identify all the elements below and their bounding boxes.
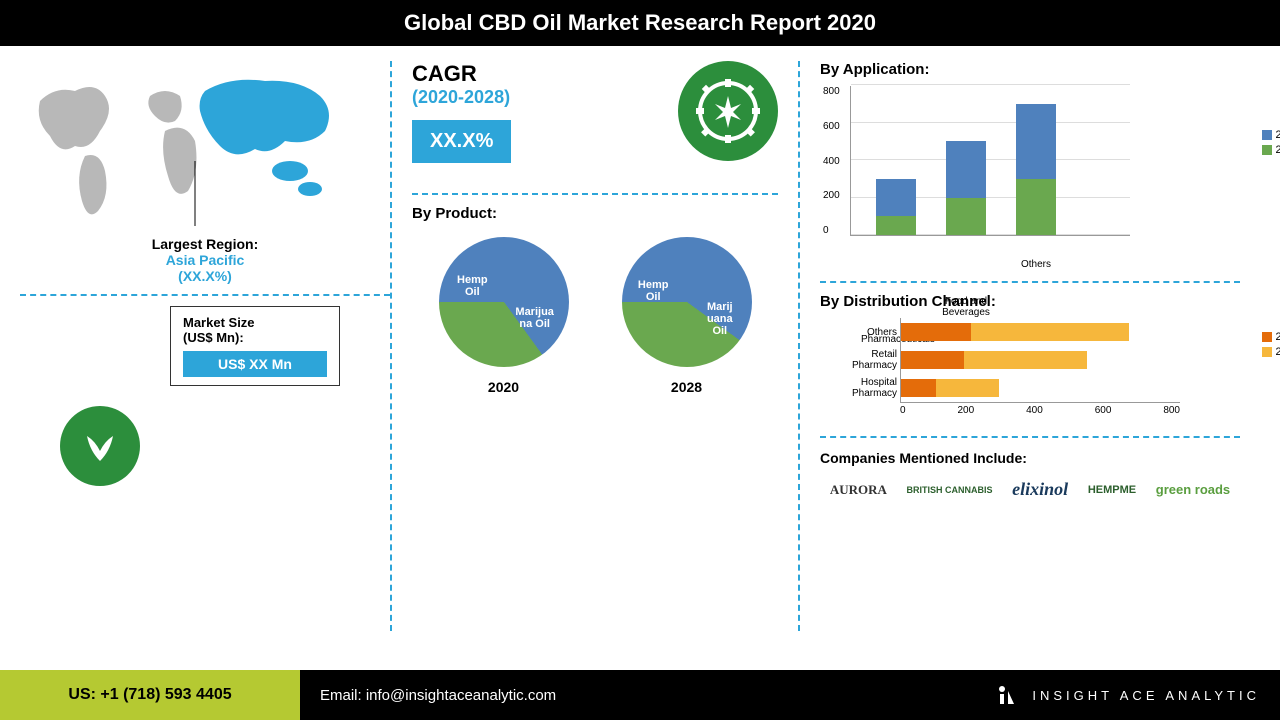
region-name: Asia Pacific: [20, 252, 390, 268]
pie-2028: MarijuanaOilHempOil: [622, 237, 752, 367]
company-logo: AURORA: [830, 482, 887, 498]
region-label: Largest Region:: [20, 236, 390, 252]
cbd-gear-icon: [678, 61, 778, 161]
report-header: Global CBD Oil Market Research Report 20…: [0, 0, 1280, 46]
market-size-box: Market Size(US$ Mn): US$ XX Mn: [170, 306, 340, 386]
region-share: (XX.X%): [20, 268, 390, 284]
footer-email: Email: info@insightaceanalytic.com: [320, 687, 556, 704]
cagr-title: CAGR: [412, 61, 511, 87]
company-logo: green roads: [1156, 482, 1230, 497]
companies-title: Companies Mentioned Include:: [820, 450, 1240, 466]
market-size-label: Market Size(US$ Mn):: [183, 315, 327, 345]
brand-name: INSIGHT ACE ANALYTIC: [996, 683, 1260, 707]
cagr-block: CAGR (2020-2028) XX.X%: [412, 61, 511, 163]
center-column: CAGR (2020-2028) XX.X% By Product: Marij…: [390, 61, 800, 631]
right-column: By Application: 0200400600800 Pharmaceut…: [800, 61, 1240, 631]
footer: US: +1 (718) 593 4405 Email: info@insigh…: [0, 670, 1280, 720]
by-distribution-title: By Distribution Channel:: [820, 293, 1240, 310]
leaf-icon: [60, 406, 140, 486]
application-chart: 0200400600800 PharmaceuticalsFood andBev…: [820, 86, 1240, 236]
pie-year-label: 2028: [622, 379, 752, 395]
left-column: Largest Region: Asia Pacific (XX.X%) Mar…: [20, 61, 390, 631]
pie-charts: Marijuana OilHempOil 2020 MarijuanaOilHemp…: [412, 237, 778, 395]
cagr-value: XX.X%: [412, 120, 511, 163]
company-logo: HEMPME: [1088, 484, 1136, 496]
company-logos: AURORA BRITISH CANNABIS elixinol HEMPME gree…: [820, 474, 1240, 505]
main-content: Largest Region: Asia Pacific (XX.X%) Mar…: [0, 46, 1280, 631]
world-map: [20, 61, 350, 231]
market-size-value: US$ XX Mn: [183, 351, 327, 377]
company-logo: elixinol: [1012, 479, 1068, 500]
by-application-title: By Application:: [820, 61, 1240, 78]
by-product-title: By Product:: [412, 205, 778, 222]
company-logo: BRITISH CANNABIS: [907, 485, 993, 495]
region-info: Largest Region: Asia Pacific (XX.X%): [20, 236, 390, 284]
distribution-chart: OthersRetailPharmacyHospitalPharmacy 020…: [820, 318, 1240, 416]
footer-phone: US: +1 (718) 593 4405: [0, 670, 300, 720]
pie-year-label: 2020: [439, 379, 569, 395]
cagr-years: (2020-2028): [412, 87, 511, 108]
pie-2020: Marijuana OilHempOil: [439, 237, 569, 367]
